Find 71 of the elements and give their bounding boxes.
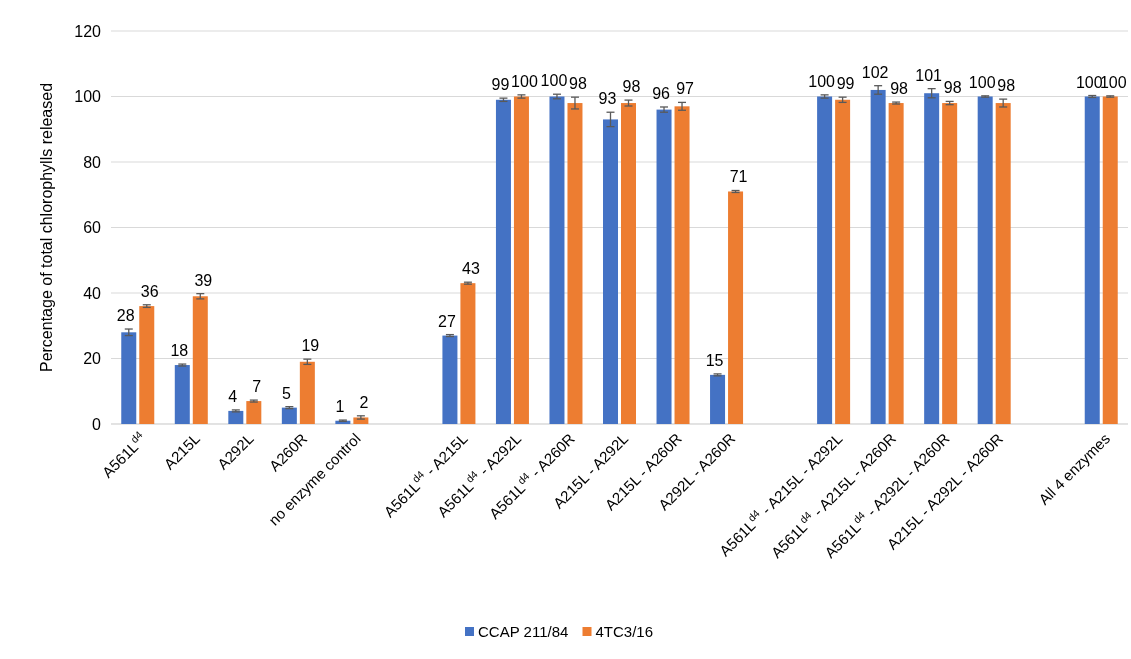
data-label: 96 (652, 84, 671, 102)
bar (817, 96, 833, 424)
y-tick-label: 80 (83, 153, 102, 171)
bar (621, 103, 636, 424)
data-label: 4 (228, 387, 238, 405)
data-label: 1 (335, 398, 345, 416)
data-label: 93 (598, 90, 617, 108)
data-label: 100 (1075, 73, 1103, 91)
bar (513, 96, 529, 424)
bar (888, 103, 904, 424)
data-label: 98 (569, 75, 587, 93)
bar (728, 191, 744, 424)
bar (192, 296, 208, 424)
bar (924, 93, 940, 424)
data-label: 100 (808, 72, 836, 90)
bar (549, 96, 565, 424)
bar (228, 410, 244, 424)
bar (442, 335, 458, 424)
data-label: 18 (170, 342, 189, 360)
data-label: 98 (997, 77, 1016, 95)
data-label: 5 (281, 384, 291, 402)
data-label: 98 (622, 78, 641, 96)
data-label: 99 (491, 76, 510, 94)
bar (281, 407, 297, 424)
data-label: 102 (861, 63, 889, 81)
data-label: 19 (301, 337, 320, 355)
data-label: 27 (438, 312, 456, 330)
y-tick-label: 40 (83, 284, 102, 302)
bar (870, 89, 886, 424)
bar (174, 365, 190, 424)
bar (603, 119, 618, 424)
data-label: 43 (462, 260, 480, 278)
data-label: 15 (705, 351, 724, 369)
legend-label: CCAP 211/84 (478, 623, 569, 641)
legend-label: 4TC3/16 (595, 623, 654, 641)
bar (835, 99, 851, 424)
bar (674, 106, 690, 424)
data-label: 100 (511, 72, 538, 90)
bar (710, 374, 726, 424)
bar (656, 109, 672, 424)
y-tick-label: 100 (74, 88, 102, 106)
data-label: 71 (729, 168, 748, 186)
bar (1084, 96, 1100, 424)
data-label: 98 (943, 79, 962, 97)
data-label: 97 (676, 80, 695, 98)
data-label: 99 (836, 75, 855, 93)
data-label: 98 (890, 80, 909, 98)
bar (460, 283, 476, 424)
bar (1102, 96, 1118, 424)
data-label: 2 (359, 393, 369, 411)
data-label: 7 (252, 378, 262, 396)
y-tick-label: 60 (83, 219, 102, 237)
data-label: 101 (915, 66, 943, 84)
bar (246, 401, 262, 424)
y-tick-label: 0 (92, 415, 102, 433)
y-axis-title: Percentage of total chlorophylls released (38, 82, 55, 373)
bar (121, 332, 137, 424)
bar (495, 99, 511, 424)
data-label: 100 (968, 73, 996, 91)
y-tick-label: 20 (83, 350, 102, 368)
y-tick-label: 120 (74, 22, 102, 40)
bar (139, 306, 155, 424)
bar (299, 361, 315, 424)
data-label: 39 (194, 271, 213, 289)
bar (942, 103, 958, 424)
data-label: 100 (540, 72, 568, 90)
data-label: 36 (140, 282, 159, 300)
bar (977, 96, 993, 424)
bar (995, 103, 1011, 424)
bar (567, 103, 583, 424)
data-label: 28 (116, 307, 135, 325)
